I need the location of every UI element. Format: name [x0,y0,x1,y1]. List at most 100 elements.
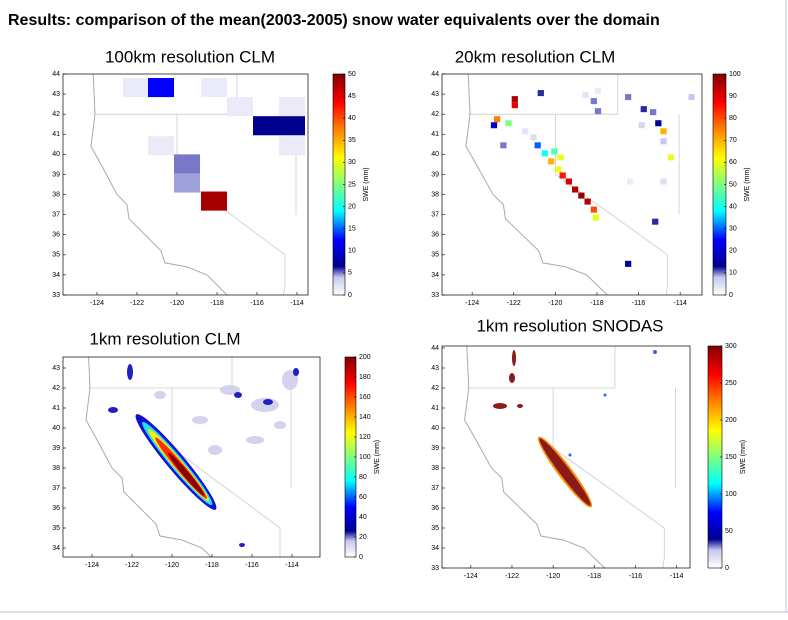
y-tick-label: 39 [431,445,439,452]
state-border [555,114,668,256]
y-tick-label: 44 [431,71,439,78]
panel-title: 1km resolution CLM [89,329,240,348]
y-tick-label: 42 [431,385,439,392]
state-border [665,254,669,295]
swe-cell [660,128,667,135]
x-tick-label: -116 [632,300,646,307]
y-tick-label: 39 [431,171,439,178]
plot-frame [62,73,309,296]
colorbar-tick-label: 10 [729,270,737,277]
x-tick-label: -114 [673,300,687,307]
swe-cell [522,128,529,135]
x-tick-label: -114 [285,562,299,569]
swe-cell [551,148,558,155]
y-tick-label: 43 [431,365,439,372]
colorbar-tick-label: 160 [359,394,371,401]
swe-cell [279,116,305,136]
swe-cell [500,142,507,149]
y-tick-label: 41 [431,131,439,138]
colorbar-tick-label: 100 [359,454,371,461]
y-tick-label: 41 [431,405,439,412]
swe-cell [174,173,200,193]
x-tick-label: -124 [90,300,104,307]
y-tick-label: 34 [431,272,439,279]
swe-cell [650,109,657,116]
y-tick-label: 38 [431,465,439,472]
coastline [90,74,228,295]
y-tick-label: 36 [52,505,60,512]
swe-cell [640,106,647,113]
colorbar [707,345,723,569]
y-tick-label: 35 [52,252,60,259]
y-tick-label: 41 [52,131,60,138]
y-tick-label: 40 [52,425,60,432]
colorbar-tick-label: 40 [359,514,367,521]
y-tick-label: 37 [52,485,60,492]
colorbar-tick-label: 90 [729,93,737,100]
colorbar-tick-label: 0 [725,565,729,572]
swe-cell [625,94,632,101]
x-tick-label: -118 [590,300,604,307]
panel-title: 1km resolution SNODAS [476,316,663,335]
colorbar-tick-label: 45 [348,93,356,100]
colorbar-tick-label: 50 [348,71,356,78]
y-tick-label: 43 [52,365,60,372]
y-tick-label: 34 [52,545,60,552]
state-border [283,254,286,295]
y-tick-label: 36 [431,232,439,239]
swe-cell [511,96,518,103]
colorbar-tick-label: 200 [725,417,737,424]
swe-cell [652,218,659,225]
colorbar-tick-label: 100 [725,491,737,498]
coastline [465,74,609,295]
plot-frame [441,73,703,296]
y-tick-label: 37 [431,211,439,218]
x-tick-label: -124 [465,300,479,307]
x-tick-label: -124 [464,573,478,580]
swe-cell [667,154,674,161]
colorbar-label: SWE (mm) [374,440,381,474]
y-tick-label: 37 [52,211,60,218]
y-tick-label: 33 [52,292,60,299]
swe-cell [148,136,174,156]
y-tick-label: 41 [52,405,60,412]
colorbar-tick-label: 40 [348,115,356,122]
colorbar-tick-label: 60 [729,159,737,166]
x-tick-label: -116 [629,573,643,580]
coastline [464,346,606,568]
colorbar-tick-label: 35 [348,137,356,144]
colorbar-label: SWE (mm) [744,167,751,201]
swe-cell [123,78,149,98]
colorbar-tick-label: 0 [729,292,733,299]
state-border [279,528,281,557]
swe-cell [594,108,602,115]
swe-field [493,350,657,508]
colorbar-tick-label: 50 [725,528,733,535]
colorbar-tick-label: 140 [359,414,371,421]
plot-frame [441,345,691,569]
y-tick-label: 44 [431,345,439,352]
x-tick-label: -118 [210,300,224,307]
swe-field [108,364,299,547]
swe-cell [625,260,632,267]
y-tick-label: 42 [52,385,60,392]
y-tick-label: 44 [52,71,60,78]
y-tick-label: 42 [431,111,439,118]
swe-cell [537,90,544,97]
colorbar-tick-label: 15 [348,226,356,233]
panel-title: 100km resolution CLM [105,47,275,66]
y-tick-label: 36 [431,505,439,512]
x-tick-label: -114 [670,573,684,580]
x-tick-label: -116 [245,562,259,569]
colorbar-tick-label: 0 [348,292,352,299]
y-tick-label: 36 [52,232,60,239]
swe-cell [201,191,227,211]
y-tick-label: 35 [431,525,439,532]
x-tick-label: -122 [125,562,139,569]
swe-cell [490,122,498,129]
x-tick-label: -120 [548,300,562,307]
colorbar-tick-label: 200 [359,354,371,361]
x-tick-label: -114 [290,300,304,307]
swe-cell [590,98,597,105]
